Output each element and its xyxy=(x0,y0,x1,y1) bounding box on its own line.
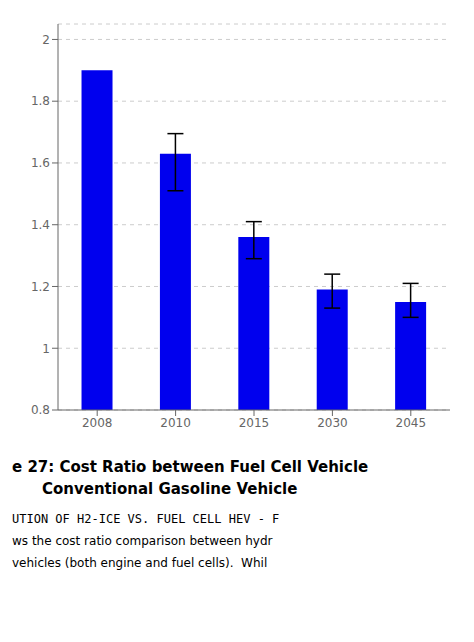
svg-text:2008: 2008 xyxy=(82,416,113,430)
svg-text:2015: 2015 xyxy=(239,416,270,430)
svg-text:1.4: 1.4 xyxy=(31,218,50,232)
svg-text:0.8: 0.8 xyxy=(31,403,50,417)
html-text:UTION OF H2-ICE VS. FUEL CELL: UTION OF H2-ICE VS. FUEL CELL HEV - F xyxy=(12,512,280,526)
svg-text:2010: 2010 xyxy=(160,416,191,430)
svg-text:2045: 2045 xyxy=(396,416,427,430)
html-text:ws the cost ratio comparison b: ws the cost ratio comparison between hyd… xyxy=(12,534,273,548)
svg-text:2030: 2030 xyxy=(317,416,348,430)
html-text:vehicles (both engine and fuel: vehicles (both engine and fuel cells). W… xyxy=(12,556,268,570)
svg-text:1.2: 1.2 xyxy=(31,280,50,294)
svg-text:1: 1 xyxy=(42,342,50,356)
html-text:e 27: Cost Ratio between Fuel: e 27: Cost Ratio between Fuel Cell Vehic… xyxy=(12,458,369,476)
svg-text:1.8: 1.8 xyxy=(31,94,50,108)
svg-text:2: 2 xyxy=(42,33,50,47)
svg-text:1.6: 1.6 xyxy=(31,156,50,170)
html-text:Conventional Gasoline Vehicle: Conventional Gasoline Vehicle xyxy=(42,480,298,498)
